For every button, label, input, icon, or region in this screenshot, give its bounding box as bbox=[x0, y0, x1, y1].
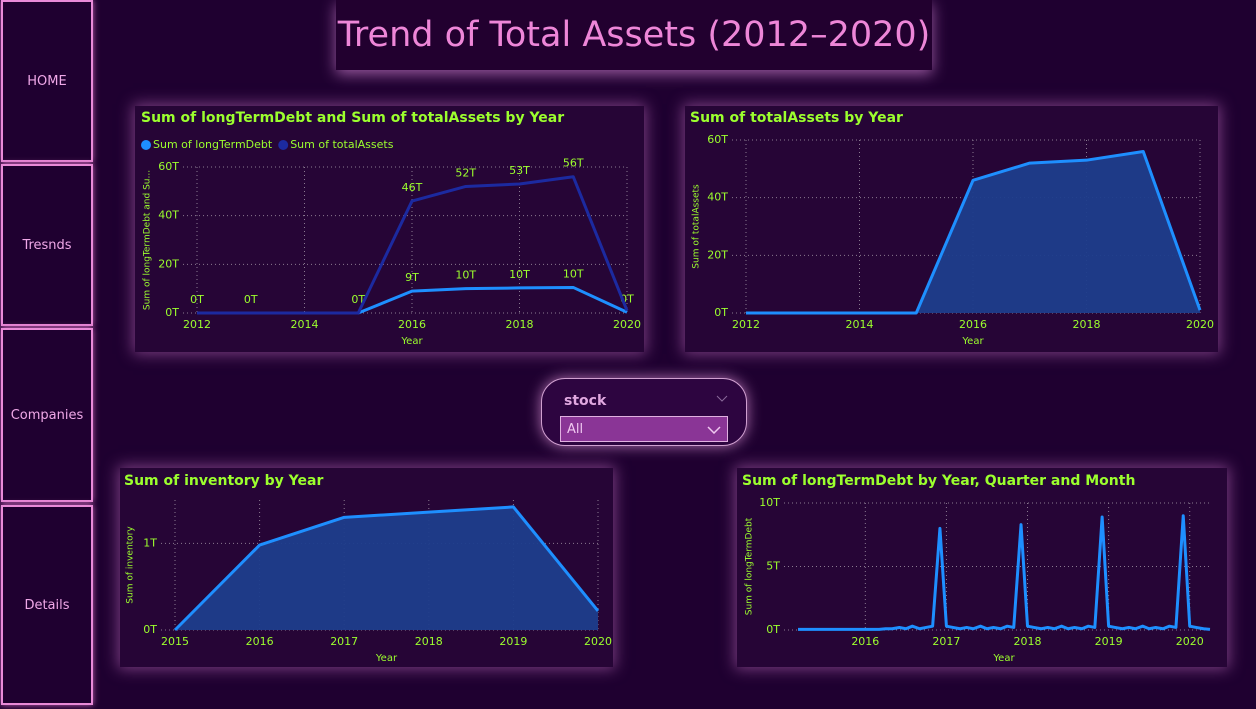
nav-button[interactable]: Details bbox=[1, 505, 93, 705]
x-axis-title: Year bbox=[400, 336, 423, 347]
y-tick-label: 10T bbox=[759, 496, 780, 509]
slicer-value: All bbox=[567, 422, 584, 437]
legend-marker bbox=[278, 140, 289, 150]
x-tick-label: 2012 bbox=[183, 318, 211, 331]
y-tick-label: 0T bbox=[165, 306, 179, 319]
y-tick-label: 1T bbox=[143, 536, 157, 549]
x-tick-label: 2020 bbox=[1176, 635, 1204, 648]
slicer: stock All bbox=[541, 378, 747, 446]
y-axis-title: Sum of totalAssets bbox=[692, 184, 702, 269]
x-tick-label: 2014 bbox=[846, 318, 874, 331]
area bbox=[746, 151, 1200, 313]
y-tick-label: 40T bbox=[158, 209, 179, 222]
x-tick-label: 2018 bbox=[1014, 635, 1042, 648]
legend-label: Sum of totalAssets bbox=[290, 138, 393, 151]
x-tick-label: 2020 bbox=[1186, 318, 1214, 331]
data-label: 0T bbox=[244, 293, 258, 306]
nav-button[interactable]: Tresnds bbox=[1, 164, 93, 326]
x-tick-label: 2015 bbox=[161, 635, 189, 648]
x-tick-label: 2017 bbox=[932, 635, 960, 648]
x-axis-title: Year bbox=[992, 653, 1015, 664]
x-tick-label: 2016 bbox=[851, 635, 879, 648]
x-axis-title: Year bbox=[375, 653, 398, 664]
x-tick-label: 2017 bbox=[330, 635, 358, 648]
chart-title: Sum of longTermDebt and Sum of totalAsse… bbox=[141, 110, 564, 126]
line bbox=[173, 505, 600, 632]
legend-marker bbox=[141, 140, 151, 150]
chart-panel bbox=[737, 468, 1227, 667]
chevron bbox=[716, 395, 728, 402]
x-tick-label: 2012 bbox=[732, 318, 760, 331]
data-label: 10T bbox=[509, 268, 530, 281]
x-tick-label: 2018 bbox=[1073, 318, 1101, 331]
y-tick-label: 5T bbox=[766, 560, 780, 573]
slicer-dropdown[interactable]: All bbox=[560, 416, 728, 442]
x-tick-label: 2019 bbox=[1095, 635, 1123, 648]
nav-button[interactable]: HOME bbox=[1, 0, 93, 162]
line bbox=[798, 514, 1211, 631]
chart-title: Sum of inventory by Year bbox=[124, 473, 323, 489]
data-label: 46T bbox=[402, 181, 423, 194]
x-tick-label: 2016 bbox=[398, 318, 426, 331]
page-title: Trend of Total Assets (2012–2020) bbox=[336, 0, 932, 70]
line bbox=[746, 150, 1202, 315]
y-tick-label: 20T bbox=[158, 257, 179, 270]
y-tick-label: 0T bbox=[766, 623, 780, 636]
chart-panel bbox=[135, 106, 644, 352]
x-tick-label: 2020 bbox=[584, 635, 612, 648]
y-tick-label: 20T bbox=[707, 248, 728, 261]
chevron bbox=[707, 426, 721, 434]
data-label: 10T bbox=[563, 267, 584, 280]
nav-button[interactable]: Companies bbox=[1, 328, 93, 502]
y-axis-title: Sum of inventory bbox=[126, 526, 136, 604]
data-label: 53T bbox=[509, 164, 530, 177]
x-tick-label: 2018 bbox=[415, 635, 443, 648]
data-label: 9T bbox=[405, 271, 419, 284]
y-tick-label: 0T bbox=[714, 306, 728, 319]
x-axis-title: Year bbox=[961, 336, 984, 347]
x-tick-label: 2019 bbox=[499, 635, 527, 648]
data-label: 52T bbox=[455, 166, 476, 179]
y-tick-label: 0T bbox=[143, 623, 157, 636]
x-tick-label: 2020 bbox=[613, 318, 641, 331]
y-tick-label: 60T bbox=[158, 160, 179, 173]
x-tick-label: 2016 bbox=[246, 635, 274, 648]
x-tick-label: 2014 bbox=[291, 318, 319, 331]
line bbox=[197, 285, 628, 315]
x-tick-label: 2018 bbox=[506, 318, 534, 331]
area bbox=[175, 506, 598, 630]
x-tick-label: 2016 bbox=[959, 318, 987, 331]
y-axis-title: Sum of longTermDebt and Su... bbox=[143, 170, 153, 310]
line bbox=[197, 175, 629, 315]
y-tick-label: 60T bbox=[707, 133, 728, 146]
data-label: 0T bbox=[190, 293, 204, 306]
slicer-label: stock bbox=[564, 393, 607, 409]
y-tick-label: 40T bbox=[707, 191, 728, 204]
chart-title: Sum of totalAssets by Year bbox=[690, 110, 903, 126]
legend-label: Sum of longTermDebt bbox=[153, 138, 273, 151]
data-label: 56T bbox=[563, 157, 584, 170]
y-axis-title: Sum of longTermDebt bbox=[745, 517, 755, 615]
data-label: 10T bbox=[455, 269, 476, 282]
chart-title: Sum of longTermDebt by Year, Quarter and… bbox=[742, 473, 1135, 489]
